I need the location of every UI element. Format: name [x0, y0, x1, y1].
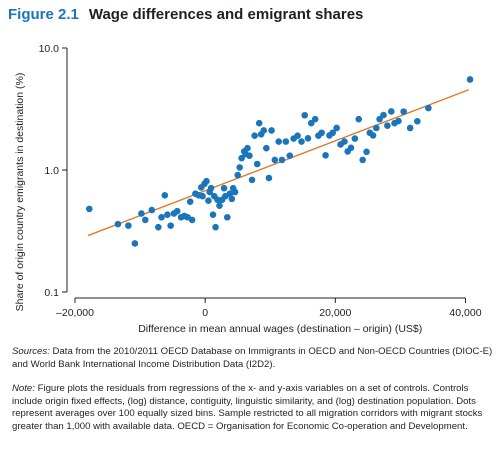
figure-number: Figure 2.1	[8, 6, 79, 23]
data-point	[223, 213, 231, 221]
data-point	[228, 195, 236, 203]
data-point	[246, 152, 253, 159]
data-point	[236, 164, 243, 171]
data-point	[164, 211, 171, 219]
data-point	[244, 144, 251, 152]
data-point	[86, 205, 93, 213]
sources-note: Sources: Data from the 2010/2011 OECD Da…	[12, 346, 494, 371]
data-point	[301, 111, 309, 119]
data-point	[114, 220, 122, 228]
figure-note: Note: Figure plots the residuals from re…	[12, 383, 494, 433]
data-point	[263, 144, 270, 152]
data-point	[341, 138, 348, 145]
data-point	[141, 216, 149, 224]
data-point	[216, 202, 223, 209]
data-point	[199, 192, 206, 200]
data-point	[395, 117, 402, 125]
data-point	[351, 135, 359, 142]
data-point	[251, 132, 258, 140]
data-point	[311, 115, 319, 123]
data-point	[294, 132, 301, 140]
data-point	[212, 223, 219, 231]
data-point	[207, 184, 215, 192]
y-tick-label: 10.0	[39, 43, 60, 55]
data-point	[167, 222, 174, 229]
data-point	[282, 138, 290, 145]
data-point	[380, 111, 387, 119]
data-point	[359, 156, 366, 164]
x-axis-title: Difference in mean annual wages (destina…	[138, 323, 422, 335]
x-tick-label: 0	[202, 307, 208, 319]
data-point	[286, 152, 294, 159]
data-point	[255, 119, 263, 127]
scatter-chart: 0.1 1.0 10.0 –20,000 0 20,000 40,000 Difference…	[14, 43, 482, 335]
y-tick-label: 0.1	[44, 287, 59, 299]
data-point	[173, 207, 181, 215]
data-point	[414, 117, 421, 125]
data-point	[363, 148, 370, 156]
data-point	[347, 144, 355, 152]
fit-line	[87, 89, 469, 237]
data-point	[226, 190, 234, 197]
data-points	[86, 76, 474, 247]
note-text: Figure plots the residuals from regressi…	[12, 383, 483, 432]
data-point	[234, 171, 242, 179]
data-point	[260, 127, 268, 134]
data-point	[271, 156, 279, 164]
data-point	[278, 156, 286, 164]
data-point	[384, 122, 391, 129]
data-point	[248, 176, 256, 184]
data-point	[406, 124, 414, 132]
data-point	[275, 138, 283, 145]
data-point	[161, 192, 169, 199]
data-point	[186, 198, 194, 205]
data-point	[205, 197, 212, 205]
y-axis-title: Share of origin country emigrants in des…	[14, 73, 26, 312]
x-tick-label: –20,000	[56, 307, 94, 319]
sources-text: Data from the 2010/2011 OECD Database on…	[12, 346, 493, 370]
data-point	[425, 104, 432, 112]
data-point	[329, 129, 337, 137]
data-point	[231, 188, 239, 196]
data-point	[125, 222, 132, 229]
data-point	[373, 124, 380, 132]
data-point	[318, 129, 325, 137]
x-tick-label: 20,000	[319, 307, 351, 319]
data-point	[131, 240, 139, 247]
x-tick-label: 40,000	[449, 307, 481, 319]
data-point	[466, 76, 474, 83]
data-point	[214, 196, 221, 204]
data-point	[158, 213, 165, 221]
data-point	[304, 134, 312, 142]
data-point	[253, 160, 261, 168]
data-point	[188, 216, 196, 224]
chart-axes: 0.1 1.0 10.0 –20,000 0 20,000 40,000 Difference…	[14, 43, 482, 335]
data-point	[148, 206, 156, 214]
data-point	[209, 211, 217, 219]
data-point	[298, 138, 305, 145]
data-point	[400, 108, 407, 115]
data-point	[387, 108, 395, 115]
data-point	[138, 210, 145, 217]
data-point	[155, 223, 162, 231]
figure-header: Figure 2.1 Wage differences and emigrant …	[8, 6, 363, 23]
fit-line-group	[87, 89, 469, 237]
data-point	[369, 132, 377, 139]
data-point	[268, 127, 275, 134]
data-point	[238, 154, 245, 162]
y-tick-label: 1.0	[44, 165, 59, 177]
data-point	[203, 177, 210, 185]
data-point	[265, 174, 273, 182]
data-point	[333, 124, 340, 132]
data-point	[355, 115, 363, 123]
figure-title: Wage differences and emigrant shares	[88, 6, 364, 23]
note-label: Note:	[12, 383, 35, 394]
data-point	[322, 151, 329, 159]
sources-label: Sources:	[12, 346, 50, 357]
data-point	[376, 115, 383, 123]
data-point	[220, 184, 228, 192]
